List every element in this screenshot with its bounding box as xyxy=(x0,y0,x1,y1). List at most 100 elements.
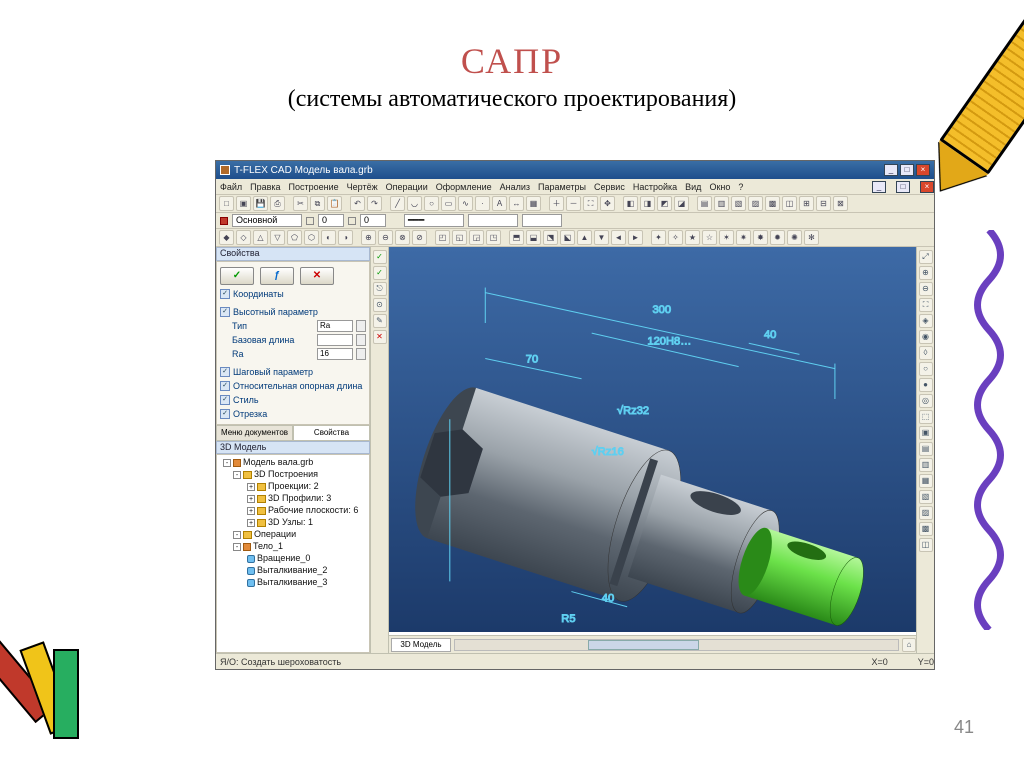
tb3-25[interactable]: ✦ xyxy=(651,230,666,245)
tool-3d-1[interactable]: ◧ xyxy=(623,196,638,211)
rv-12[interactable]: ▣ xyxy=(919,426,933,440)
tool-point[interactable]: · xyxy=(475,196,490,211)
tool-open[interactable]: ▣ xyxy=(236,196,251,211)
3d-viewport[interactable]: 300 120H8… 70 40 40 √Rz32 √Rz16 xyxy=(389,247,916,632)
spin-ra[interactable] xyxy=(356,348,366,360)
fld-type[interactable]: Ra xyxy=(317,320,353,332)
tb3-4[interactable]: ▽ xyxy=(270,230,285,245)
linetype-select[interactable]: ━━━ xyxy=(404,214,464,227)
tool-circle[interactable]: ○ xyxy=(424,196,439,211)
chk-style[interactable]: ✓ xyxy=(220,395,230,405)
corner-icon[interactable]: ⌂ xyxy=(902,638,916,652)
menu-edit[interactable]: Правка xyxy=(250,182,280,192)
tree-profiles[interactable]: +3D Профили: 3 xyxy=(219,493,367,505)
rv-9[interactable]: ● xyxy=(919,378,933,392)
tool-zoomout[interactable]: － xyxy=(566,196,581,211)
tree-workplanes[interactable]: +Рабочие плоскости: 6 xyxy=(219,505,367,517)
tool-spline[interactable]: ∿ xyxy=(458,196,473,211)
tree-body1[interactable]: -Тело_1 xyxy=(219,541,367,553)
rv-8[interactable]: ○ xyxy=(919,362,933,376)
tree-nodes[interactable]: +3D Узлы: 1 xyxy=(219,517,367,529)
menu-file[interactable]: Файл xyxy=(220,182,242,192)
rv-14[interactable]: ▥ xyxy=(919,458,933,472)
tb3-24[interactable]: ► xyxy=(628,230,643,245)
tool-view-8[interactable]: ⊟ xyxy=(816,196,831,211)
tb3-19[interactable]: ⬔ xyxy=(543,230,558,245)
fld-ra[interactable]: 16 xyxy=(317,348,353,360)
layer-field-2[interactable]: 0 xyxy=(360,214,386,227)
vtool-esc[interactable]: ⎋ xyxy=(373,282,387,296)
rv-13[interactable]: ▤ xyxy=(919,442,933,456)
tool-cut[interactable]: ✂ xyxy=(293,196,308,211)
view-tab-3d[interactable]: 3D Модель xyxy=(391,638,451,652)
tool-3d-3[interactable]: ◩ xyxy=(657,196,672,211)
tb3-22[interactable]: ▼ xyxy=(594,230,609,245)
rv-1[interactable]: ⤢ xyxy=(919,250,933,264)
tb3-32[interactable]: ✹ xyxy=(770,230,785,245)
maximize-button[interactable]: □ xyxy=(900,164,914,176)
tb3-23[interactable]: ◄ xyxy=(611,230,626,245)
tool-fit[interactable]: ⛶ xyxy=(583,196,598,211)
tb3-9[interactable]: ⊕ xyxy=(361,230,376,245)
tool-copy[interactable]: ⧉ xyxy=(310,196,325,211)
rv-16[interactable]: ▧ xyxy=(919,490,933,504)
tool-rect[interactable]: ▭ xyxy=(441,196,456,211)
menu-window[interactable]: Окно xyxy=(709,182,730,192)
tool-3d-2[interactable]: ◨ xyxy=(640,196,655,211)
rv-19[interactable]: ◫ xyxy=(919,538,933,552)
tool-view-2[interactable]: ▥ xyxy=(714,196,729,211)
tool-new[interactable]: □ xyxy=(219,196,234,211)
tool-3d-4[interactable]: ◪ xyxy=(674,196,689,211)
vtool-p[interactable]: ✎ xyxy=(373,314,387,328)
rv-2[interactable]: ⊕ xyxy=(919,266,933,280)
fld-baselen[interactable] xyxy=(317,334,353,346)
tb3-34[interactable]: ✻ xyxy=(804,230,819,245)
tool-view-3[interactable]: ▧ xyxy=(731,196,746,211)
menu-format[interactable]: Оформление xyxy=(436,182,492,192)
menu-ops[interactable]: Операции xyxy=(386,182,428,192)
vtool-ok2[interactable]: ✓ xyxy=(373,266,387,280)
rv-3[interactable]: ⊖ xyxy=(919,282,933,296)
tool-line[interactable]: ╱ xyxy=(390,196,405,211)
tool-redo[interactable]: ↷ xyxy=(367,196,382,211)
tab-props[interactable]: Свойства xyxy=(293,425,370,440)
rv-18[interactable]: ▩ xyxy=(919,522,933,536)
tb3-27[interactable]: ★ xyxy=(685,230,700,245)
vtool-x[interactable]: ✕ xyxy=(373,330,387,344)
rv-5[interactable]: ◈ xyxy=(919,314,933,328)
tool-view-9[interactable]: ⊠ xyxy=(833,196,848,211)
layer-field-1[interactable]: 0 xyxy=(318,214,344,227)
menu-settings[interactable]: Настройка xyxy=(633,182,677,192)
tree-root[interactable]: -Модель вала.grb xyxy=(219,457,367,469)
tb3-29[interactable]: ✶ xyxy=(719,230,734,245)
tree-ext3[interactable]: Выталкивание_3 xyxy=(219,577,367,589)
menu-draw[interactable]: Чертёж xyxy=(347,182,378,192)
tb3-5[interactable]: ⬠ xyxy=(287,230,302,245)
color-select[interactable] xyxy=(522,214,562,227)
chk-coords[interactable]: ✓ xyxy=(220,289,230,299)
menu-help[interactable]: ? xyxy=(738,182,743,192)
chk-frame[interactable]: ✓ xyxy=(220,409,230,419)
tool-view-4[interactable]: ▨ xyxy=(748,196,763,211)
tool-paste[interactable]: 📋 xyxy=(327,196,342,211)
rv-6[interactable]: ◉ xyxy=(919,330,933,344)
hscrollbar[interactable] xyxy=(454,639,899,651)
tab-menu-doc[interactable]: Меню документов xyxy=(216,425,293,440)
tb3-7[interactable]: ◐ xyxy=(321,230,336,245)
tb3-18[interactable]: ⬓ xyxy=(526,230,541,245)
rv-10[interactable]: ◎ xyxy=(919,394,933,408)
tb3-16[interactable]: ◳ xyxy=(486,230,501,245)
menu-build[interactable]: Построение xyxy=(289,182,339,192)
doc-close-button[interactable]: × xyxy=(920,181,934,193)
chk-rel[interactable]: ✓ xyxy=(220,381,230,391)
tree-proj[interactable]: +Проекции: 2 xyxy=(219,481,367,493)
tb3-20[interactable]: ⬕ xyxy=(560,230,575,245)
rv-11[interactable]: ⬚ xyxy=(919,410,933,424)
tree-rot0[interactable]: Вращение_0 xyxy=(219,553,367,565)
prop-cancel-button[interactable]: ✕ xyxy=(300,267,334,285)
tool-text[interactable]: A xyxy=(492,196,507,211)
tool-undo[interactable]: ↶ xyxy=(350,196,365,211)
tool-print[interactable]: ⎙ xyxy=(270,196,285,211)
tb3-8[interactable]: ◑ xyxy=(338,230,353,245)
rv-17[interactable]: ▨ xyxy=(919,506,933,520)
